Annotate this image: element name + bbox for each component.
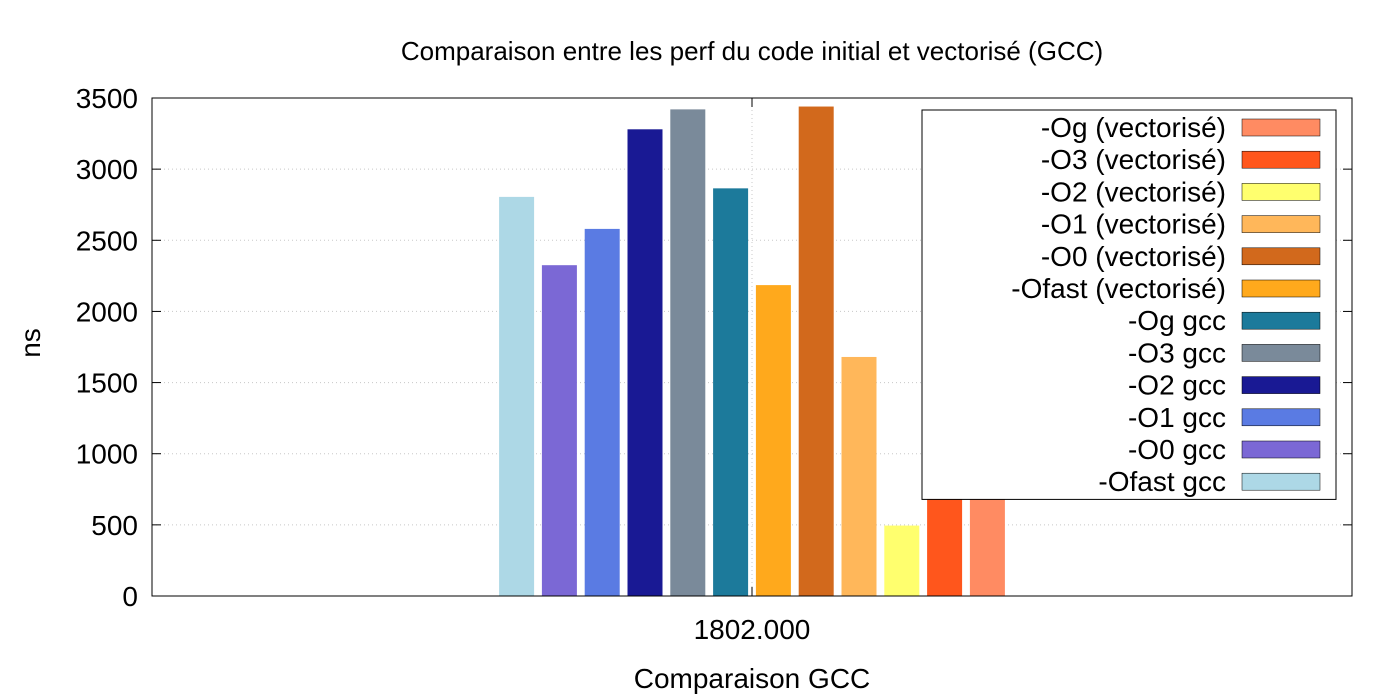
- bar: [841, 356, 877, 596]
- legend-swatch: [1241, 118, 1321, 137]
- y-axis: 0 500 1000 1500 2000 2500 3000 3500: [76, 83, 1352, 612]
- y-tick-label: 3500: [76, 83, 138, 114]
- legend-label: -Og (vectorisé): [1041, 112, 1226, 143]
- bar: [884, 525, 920, 596]
- legend-swatch: [1241, 440, 1321, 459]
- bar: [499, 196, 535, 597]
- x-axis-label: Comparaison GCC: [634, 663, 871, 694]
- bar: [798, 106, 834, 596]
- legend-label: -O3 (vectorisé): [1041, 144, 1226, 175]
- legend-label: -O1 gcc: [1128, 402, 1226, 433]
- y-tick-label: 1000: [76, 439, 138, 470]
- legend-label: -Og gcc: [1128, 305, 1226, 336]
- legend-label: -O2 (vectorisé): [1041, 176, 1226, 207]
- y-tick-label: 500: [91, 510, 138, 541]
- legend-swatch: [1241, 150, 1321, 169]
- chart-title: Comparaison entre les perf du code initi…: [401, 36, 1103, 66]
- legend-swatch: [1241, 279, 1321, 298]
- y-tick-label: 1500: [76, 368, 138, 399]
- legend-swatch: [1241, 408, 1321, 427]
- legend-swatch: [1241, 344, 1321, 362]
- x-tick-label: 1802.000: [694, 614, 811, 645]
- legend-swatch: [1241, 472, 1321, 491]
- legend-swatch: [1241, 311, 1321, 330]
- y-tick-label: 2500: [76, 225, 138, 256]
- y-tick-label: 2000: [76, 296, 138, 327]
- legend-label: -O1 (vectorisé): [1041, 209, 1226, 240]
- y-axis-label: ns: [15, 328, 46, 358]
- y-tick-label: 0: [122, 581, 138, 612]
- legend-swatch: [1241, 247, 1321, 266]
- legend-swatch: [1241, 183, 1321, 201]
- legend-label: -O2 gcc: [1128, 370, 1226, 401]
- legend-label: -Ofast (vectorisé): [1011, 273, 1226, 304]
- bar: [541, 265, 577, 596]
- legend-swatch: [1241, 376, 1321, 394]
- legend: -Og (vectorisé)-O3 (vectorisé)-O2 (vecto…: [921, 109, 1337, 500]
- legend-box: [921, 109, 1337, 500]
- bars: [499, 106, 1005, 597]
- legend-label: -Ofast gcc: [1098, 466, 1226, 497]
- legend-label: -O0 gcc: [1128, 434, 1226, 465]
- legend-label: -O0 (vectorisé): [1041, 241, 1226, 272]
- bar: [755, 285, 791, 596]
- x-axis: 1802.000: [694, 98, 811, 645]
- legend-swatch: [1241, 215, 1321, 233]
- y-tick-label: 3000: [76, 154, 138, 185]
- bar: [584, 228, 620, 596]
- bar: [713, 188, 749, 596]
- legend-label: -O3 gcc: [1128, 337, 1226, 368]
- bar: [627, 129, 663, 596]
- bar: [670, 109, 706, 596]
